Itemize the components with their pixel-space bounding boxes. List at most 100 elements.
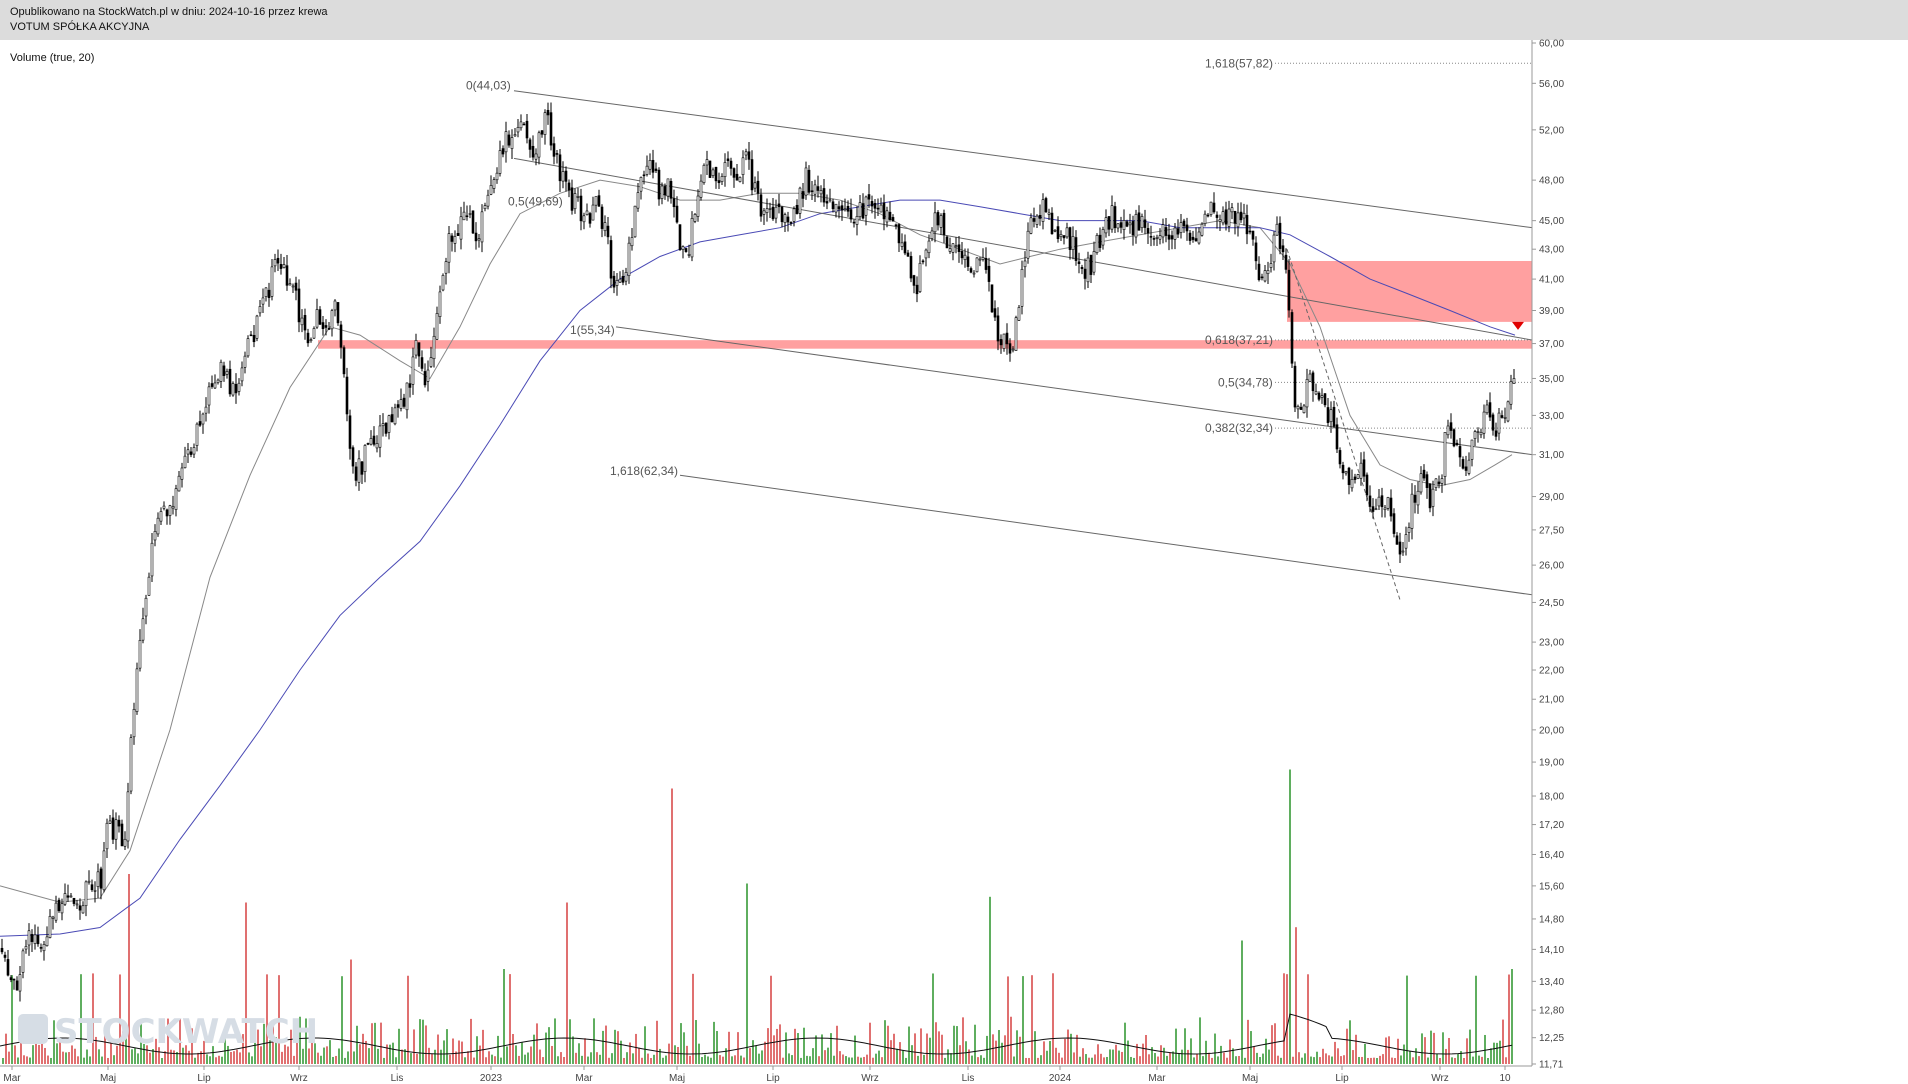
candle-body <box>996 315 1000 342</box>
candle-body <box>831 201 835 210</box>
candle-body <box>1047 212 1051 215</box>
candle-body <box>672 198 676 208</box>
volume-bar <box>1097 1044 1099 1064</box>
volume-bar <box>632 1053 634 1064</box>
candle-body <box>774 206 778 219</box>
volume-bar <box>1112 1049 1114 1064</box>
candle-body <box>1305 379 1309 408</box>
candle-body <box>1506 401 1510 422</box>
volume-bar <box>86 1049 88 1064</box>
volume-bar <box>521 1042 523 1064</box>
volume-bar <box>833 1055 835 1064</box>
volume-bar <box>1319 1057 1321 1064</box>
volume-bar <box>497 1035 499 1064</box>
candle-body <box>420 357 424 369</box>
volume-bar <box>1382 1054 1384 1064</box>
volume-bar <box>1142 1043 1144 1064</box>
candle-body <box>1278 222 1282 249</box>
candle-body <box>1359 462 1363 479</box>
volume-bar <box>500 1057 502 1064</box>
candle-body <box>321 322 325 330</box>
candle-body <box>627 242 631 276</box>
candle-body <box>378 425 382 448</box>
volume-bar <box>686 1045 688 1064</box>
volume-bar <box>815 1035 817 1064</box>
volume-bar <box>1106 1056 1108 1064</box>
candle-body <box>1371 506 1375 512</box>
candle-body <box>294 282 298 291</box>
volume-bar <box>395 1057 397 1064</box>
candle-body <box>561 171 565 182</box>
candle-body <box>519 121 523 129</box>
volume-bar <box>980 1055 982 1064</box>
volume-bar <box>1499 1040 1501 1064</box>
volume-bar <box>1337 1048 1339 1064</box>
candle-body <box>801 191 805 199</box>
volume-bar <box>422 1019 424 1064</box>
candle-body <box>1470 439 1474 460</box>
candle-body <box>735 173 739 181</box>
candle-body <box>324 325 328 328</box>
candle-body <box>1257 263 1261 281</box>
volume-bar <box>494 1056 496 1064</box>
candle-body <box>1200 223 1204 236</box>
volume-bar <box>773 1035 775 1064</box>
candle-body <box>711 169 715 176</box>
x-tick-label: Mar <box>3 1073 21 1084</box>
candle-body <box>489 185 493 195</box>
candle-body <box>1398 541 1402 555</box>
volume-bar <box>1451 1057 1453 1064</box>
volume-bar <box>830 1033 832 1064</box>
candle-body <box>963 254 967 261</box>
volume-bar <box>1205 1040 1207 1064</box>
stockwatch-logo-icon <box>18 1014 48 1044</box>
volume-bar <box>581 1055 583 1064</box>
volume-bar <box>1490 1048 1492 1064</box>
candle-body <box>1302 405 1306 414</box>
candle-body <box>513 134 517 137</box>
volume-bar <box>179 1018 181 1064</box>
candle-body <box>315 309 319 328</box>
candle-body <box>282 264 286 268</box>
volume-bar <box>416 1053 418 1064</box>
volume-bar <box>863 1056 865 1064</box>
volume-bar <box>290 1029 292 1064</box>
candle-body <box>474 232 478 242</box>
candle-body <box>591 204 595 221</box>
moving-average-fast <box>0 179 1513 903</box>
volume-bar <box>209 1056 211 1064</box>
candle-body <box>99 868 103 889</box>
support-band <box>318 340 1532 349</box>
candle-body <box>1209 201 1213 215</box>
candle-body <box>798 187 802 214</box>
candle-body <box>942 212 946 236</box>
volume-bar <box>173 1050 175 1064</box>
volume-bar <box>821 1034 823 1064</box>
candle-body <box>1137 212 1141 231</box>
candle-body <box>1227 208 1231 227</box>
volume-bar <box>887 1025 889 1064</box>
candle-body <box>516 127 520 133</box>
volume-bar <box>1238 1055 1240 1064</box>
volume-bar <box>182 1047 184 1064</box>
volume-bar <box>764 1041 766 1064</box>
candle-body <box>885 210 889 223</box>
volume-bar <box>791 1055 793 1064</box>
y-tick-label: 12,25 <box>1539 1033 1564 1044</box>
volume-bar <box>1202 1056 1204 1064</box>
fib-label: 0,5(34,78) <box>1218 375 1273 389</box>
volume-bar <box>653 1054 655 1064</box>
volume-bar <box>101 1056 103 1064</box>
candle-body <box>231 383 235 396</box>
volume-bar <box>659 1048 661 1064</box>
candle-body <box>180 467 184 480</box>
candle-body <box>501 148 505 155</box>
candle-body <box>936 212 940 226</box>
volume-bar <box>278 975 280 1064</box>
candle-body <box>456 233 460 236</box>
volume-bar <box>1034 1031 1036 1064</box>
volume-bar <box>1127 1040 1129 1064</box>
candle-body <box>585 210 589 216</box>
candle-body <box>1512 378 1516 384</box>
